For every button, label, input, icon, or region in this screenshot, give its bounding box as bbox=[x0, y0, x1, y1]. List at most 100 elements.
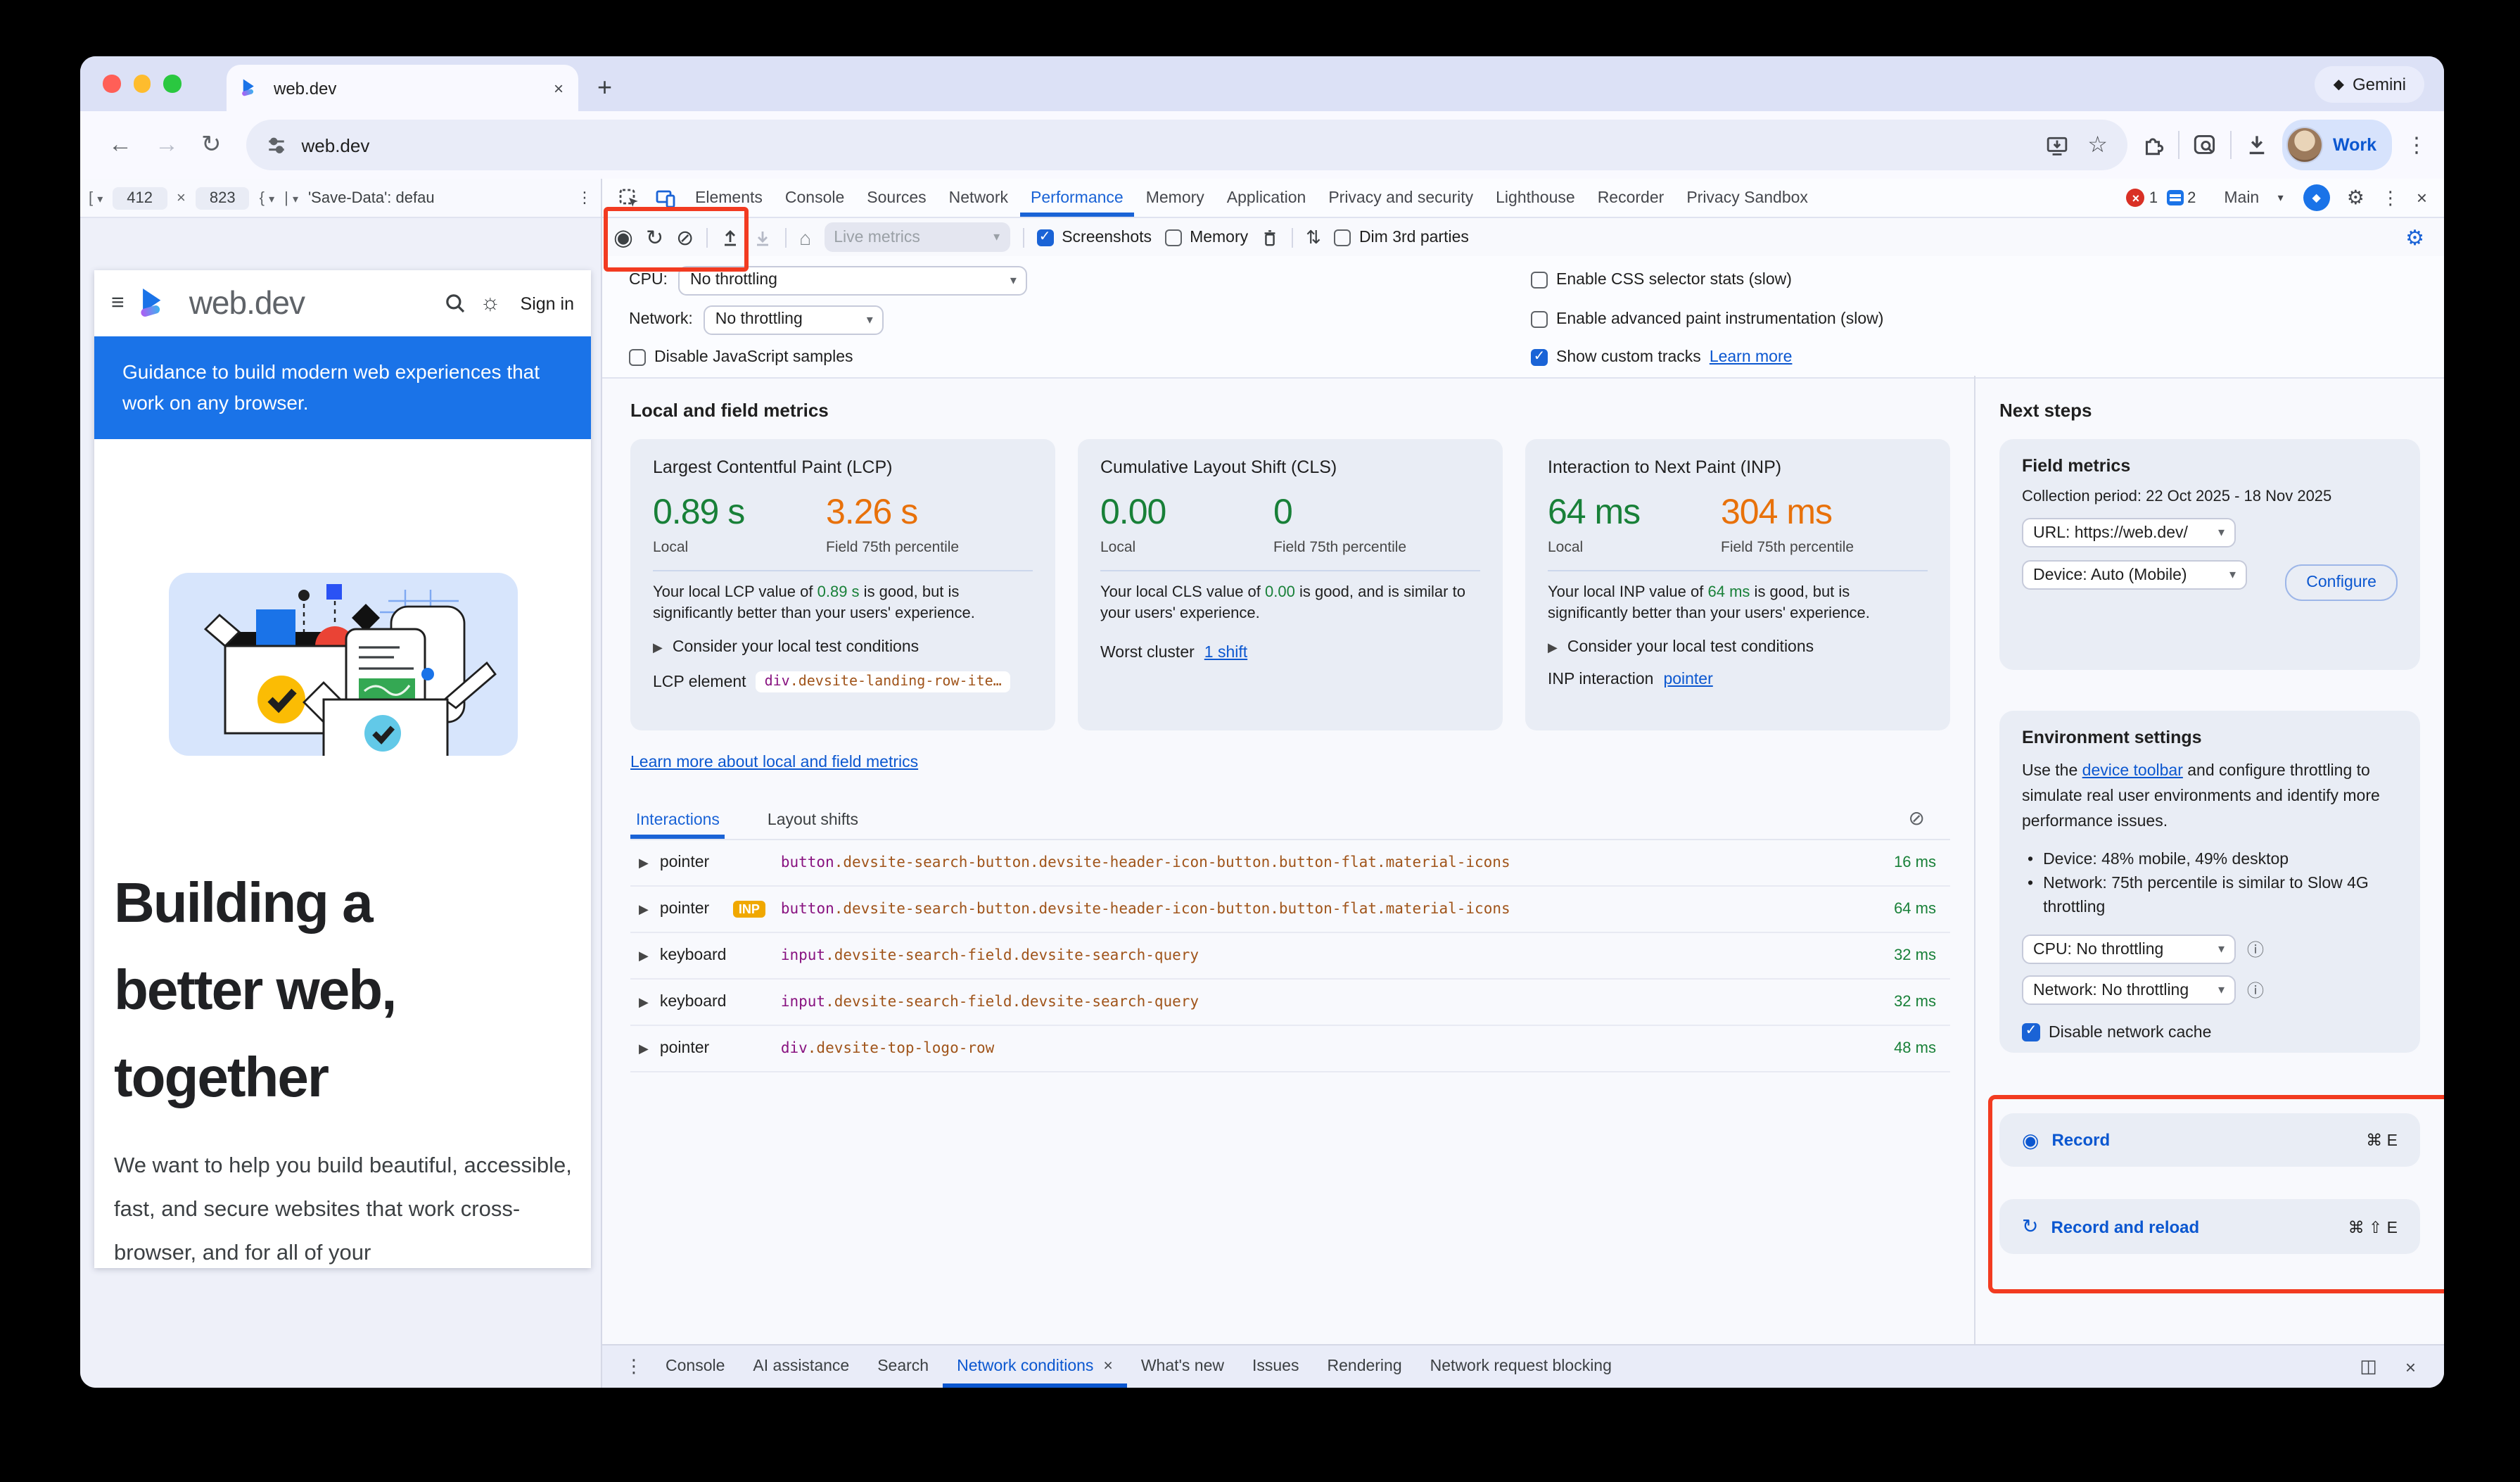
tab-layout-shifts[interactable]: Layout shifts bbox=[767, 812, 859, 829]
record-reload-icon[interactable]: ↻ bbox=[645, 226, 664, 250]
zoom-select-stub[interactable]: { ▾ bbox=[259, 189, 275, 206]
panel-settings-gear-icon[interactable]: ⚙ bbox=[2405, 226, 2424, 250]
record-button[interactable]: ◉ Record ⌘ E bbox=[1999, 1113, 2420, 1167]
drawer-tab-network-conditions[interactable]: Network conditions × bbox=[943, 1345, 1127, 1388]
screenshots-checkbox[interactable]: ✓ bbox=[1036, 229, 1054, 246]
address-bar[interactable]: web.dev ☆ bbox=[246, 120, 2127, 170]
close-window-button[interactable] bbox=[103, 75, 120, 93]
bookmark-star-icon[interactable]: ☆ bbox=[2087, 134, 2108, 158]
reload-button[interactable]: ↻ bbox=[201, 131, 222, 158]
env-cpu-select[interactable]: CPU: No throttling ▾ bbox=[2022, 935, 2236, 964]
custom-tracks-learn-more-link[interactable]: Learn more bbox=[1709, 349, 1793, 366]
field-device-select[interactable]: Device: Auto (Mobile) ▾ bbox=[2022, 560, 2247, 590]
browser-tab[interactable]: web.dev × bbox=[226, 65, 578, 111]
cpu-throttling-select[interactable]: No throttling ▾ bbox=[678, 265, 1028, 295]
dim-3rd-parties-checkbox[interactable] bbox=[1333, 229, 1351, 246]
ai-assistance-button[interactable]: ◆ bbox=[2295, 179, 2338, 217]
throttle-select-stub[interactable]: | ▾ bbox=[284, 189, 298, 206]
css-selector-stats-checkbox[interactable] bbox=[1531, 272, 1548, 289]
devtools-menu-icon[interactable]: ⋮ bbox=[2381, 186, 2400, 208]
new-tab-button[interactable]: + bbox=[597, 73, 613, 101]
site-logo-text[interactable]: web.dev bbox=[189, 284, 305, 321]
tab-performance[interactable]: Performance bbox=[1019, 179, 1135, 217]
collect-garbage-icon[interactable] bbox=[1261, 227, 1279, 247]
device-toolbar-menu-icon[interactable]: ⋮ bbox=[577, 190, 592, 207]
drawer-tab-issues[interactable]: Issues bbox=[1252, 1358, 1299, 1375]
profile-button[interactable]: Work bbox=[2282, 120, 2392, 170]
disable-network-cache-checkbox[interactable]: ✓ bbox=[2022, 1023, 2040, 1041]
network-throttling-select[interactable]: No throttling ▾ bbox=[704, 305, 884, 334]
forward-button[interactable]: → bbox=[155, 131, 179, 158]
advanced-paint-checkbox[interactable] bbox=[1531, 311, 1548, 328]
learn-more-metrics-link[interactable]: Learn more about local and field metrics bbox=[630, 754, 919, 771]
record-icon[interactable]: ◉ bbox=[613, 226, 633, 250]
tab-privacy-sandbox[interactable]: Privacy Sandbox bbox=[1686, 189, 1808, 206]
drawer-tab-close-icon[interactable]: × bbox=[1103, 1358, 1113, 1375]
minimize-window-button[interactable] bbox=[133, 75, 151, 93]
drawer-tab-network-request-blocking[interactable]: Network request blocking bbox=[1430, 1358, 1612, 1375]
context-selector[interactable]: Main ▾ bbox=[2224, 189, 2284, 206]
drawer-tab-console[interactable]: Console bbox=[666, 1358, 725, 1375]
tab-elements[interactable]: Elements bbox=[695, 189, 763, 206]
save-data-hint[interactable]: 'Save-Data': defau bbox=[307, 189, 435, 206]
error-badge[interactable]: × 1 2 bbox=[2118, 179, 2213, 217]
triangle-right-icon[interactable]: ▶ bbox=[639, 855, 649, 869]
env-network-select[interactable]: Network: No throttling ▾ bbox=[2022, 975, 2236, 1005]
interaction-row[interactable]: ▶ keyboard input.devsite-search-field.de… bbox=[630, 980, 1950, 1026]
sign-in-button[interactable]: Sign in bbox=[520, 293, 574, 313]
home-icon[interactable]: ⌂ bbox=[799, 226, 812, 248]
tab-close-icon[interactable]: × bbox=[553, 78, 564, 98]
clear-icon[interactable]: ⊘ bbox=[676, 226, 694, 250]
field-url-select[interactable]: URL: https://web.dev/▾ bbox=[2022, 518, 2236, 547]
triangle-right-icon[interactable]: ▶ bbox=[639, 1041, 649, 1055]
interaction-row[interactable]: ▶ pointer div.devsite-top-logo-row 48 ms bbox=[630, 1026, 1950, 1072]
drawer-menu-icon[interactable]: ⋮ bbox=[625, 1355, 643, 1376]
info-icon[interactable]: ⓘ bbox=[2247, 940, 2265, 960]
interaction-row[interactable]: ▶ keyboard input.devsite-search-field.de… bbox=[630, 933, 1950, 980]
tab-console[interactable]: Console bbox=[784, 189, 845, 206]
site-settings-icon[interactable] bbox=[267, 134, 288, 156]
devtools-settings-icon[interactable]: ⚙ bbox=[2346, 186, 2365, 208]
drawer-tab-ai-assistance[interactable]: AI assistance bbox=[753, 1358, 850, 1375]
extensions-icon[interactable] bbox=[2142, 134, 2164, 156]
info-icon[interactable]: ⓘ bbox=[2247, 981, 2265, 1001]
back-button[interactable]: ← bbox=[108, 131, 132, 158]
triangle-right-icon[interactable]: ▶ bbox=[639, 901, 649, 916]
tab-memory[interactable]: Memory bbox=[1145, 189, 1204, 206]
inspect-element-icon[interactable] bbox=[611, 179, 647, 217]
lcp-consider-disclosure[interactable]: ▶ Consider your local test conditions bbox=[653, 639, 919, 656]
lcp-element-link[interactable]: div.devsite-landing-row-ite… bbox=[756, 671, 1010, 692]
clear-interactions-icon[interactable]: ⊘ bbox=[1908, 806, 1925, 829]
device-toolbar-toggle-icon[interactable] bbox=[647, 179, 684, 217]
downloads-icon[interactable] bbox=[2246, 134, 2268, 156]
theme-toggle-icon[interactable]: ☼ bbox=[480, 291, 501, 315]
record-and-reload-button[interactable]: ↻ Record and reload ⌘ ⇧ E bbox=[1999, 1199, 2420, 1254]
drawer-tab-search[interactable]: Search bbox=[877, 1358, 929, 1375]
interaction-row[interactable]: ▶ pointer button.devsite-search-button.d… bbox=[630, 840, 1950, 887]
split-panel-icon[interactable]: ◫ bbox=[2360, 1355, 2377, 1376]
drawer-tab-rendering[interactable]: Rendering bbox=[1327, 1358, 1402, 1375]
dimensions-select-stub[interactable]: [ ▾ bbox=[89, 189, 103, 206]
tab-sources[interactable]: Sources bbox=[867, 189, 927, 206]
devtools-close-icon[interactable]: × bbox=[2416, 187, 2427, 208]
browser-menu-icon[interactable]: ⋮ bbox=[2406, 134, 2427, 158]
inp-consider-disclosure[interactable]: ▶ Consider your local test conditions bbox=[1548, 639, 1814, 656]
triangle-right-icon[interactable]: ▶ bbox=[639, 948, 649, 962]
drawer-close-icon[interactable]: × bbox=[2405, 1356, 2416, 1377]
tab-privacy-security[interactable]: Privacy and security bbox=[1328, 189, 1474, 206]
device-toolbar-link[interactable]: device toolbar bbox=[2082, 763, 2183, 780]
gemini-button[interactable]: ◆ Gemini bbox=[2315, 66, 2424, 103]
drawer-tab-whats-new[interactable]: What's new bbox=[1140, 1358, 1224, 1375]
disable-js-samples-checkbox[interactable] bbox=[629, 349, 646, 366]
custom-tracks-checkbox[interactable]: ✓ bbox=[1531, 349, 1548, 366]
tab-recorder[interactable]: Recorder bbox=[1597, 189, 1665, 206]
webdev-logo[interactable] bbox=[139, 289, 175, 318]
maximize-window-button[interactable] bbox=[163, 75, 181, 93]
device-height-field[interactable]: 823 bbox=[195, 186, 250, 209]
tab-network[interactable]: Network bbox=[948, 189, 1009, 206]
site-search-icon[interactable] bbox=[445, 293, 466, 314]
upload-profile-icon[interactable] bbox=[720, 227, 740, 247]
tab-interactions[interactable]: Interactions bbox=[630, 812, 725, 839]
tab-lighthouse[interactable]: Lighthouse bbox=[1496, 189, 1575, 206]
triangle-right-icon[interactable]: ▶ bbox=[639, 994, 649, 1008]
